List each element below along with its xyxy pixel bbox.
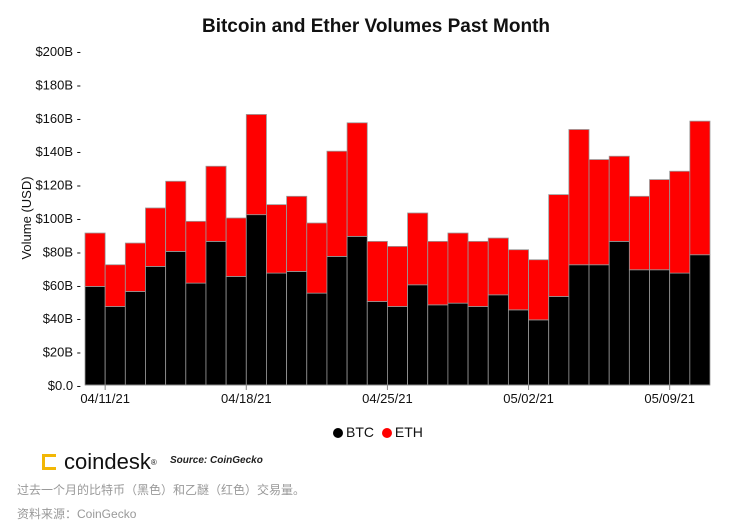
- bar-btc: [568, 264, 590, 386]
- x-tick-label: 05/02/21: [503, 391, 554, 406]
- bar-eth: [84, 232, 106, 287]
- bar-btc: [266, 272, 288, 386]
- bar-chart: $0.0 - $20B - $40B - $60B - $80B - $100B - $12…: [19, 44, 711, 406]
- bar-eth: [507, 249, 529, 311]
- bar-eth: [628, 195, 650, 271]
- bar-btc: [467, 306, 489, 386]
- bar-eth: [608, 155, 630, 242]
- y-tick-label: $180B -: [35, 77, 81, 92]
- bar-eth: [568, 129, 590, 266]
- bar-eth: [387, 245, 408, 307]
- bar-btc: [84, 286, 106, 386]
- bar-btc: [628, 269, 650, 386]
- bar-eth: [145, 207, 167, 267]
- bar-eth: [487, 237, 509, 296]
- bar-eth: [427, 240, 449, 306]
- bar-btc: [649, 269, 671, 386]
- x-tick-label: 04/25/21: [362, 391, 413, 406]
- coindesk-mark-icon: [42, 454, 56, 470]
- bar-btc: [689, 254, 711, 386]
- bar-btc: [528, 319, 550, 386]
- bar-eth: [366, 240, 388, 302]
- bar-btc: [588, 264, 610, 386]
- bar-eth: [548, 194, 570, 297]
- x-tick-label: 05/09/21: [644, 391, 695, 406]
- bar-btc: [245, 214, 267, 386]
- legend-btc-marker: [333, 428, 343, 438]
- source-note: Source: CoinGecko: [170, 455, 263, 466]
- coindesk-logo: coindesk ®: [42, 449, 157, 475]
- legend: BTC ETH: [333, 424, 423, 440]
- bar-btc: [427, 304, 449, 386]
- bar-eth: [205, 165, 227, 242]
- bar-eth: [245, 114, 267, 216]
- y-tick-label: $140B -: [35, 144, 81, 159]
- x-tick-label: 04/11/21: [80, 391, 130, 406]
- y-tick-label: $40B -: [43, 311, 81, 326]
- bar-eth: [689, 120, 711, 256]
- bar-eth: [528, 259, 550, 321]
- bar-eth: [346, 122, 368, 237]
- bar-btc: [225, 276, 247, 386]
- bar-eth: [266, 204, 288, 274]
- bar-btc: [487, 294, 509, 386]
- bar-eth: [165, 180, 187, 252]
- bar-eth: [669, 170, 691, 274]
- bar-btc: [104, 306, 126, 386]
- bar-eth: [306, 222, 328, 294]
- y-tick-label: $200B -: [35, 44, 81, 59]
- caption-source: 资料来源：CoinGecko: [17, 507, 137, 521]
- bar-eth: [326, 150, 348, 257]
- y-tick-label: $80B -: [43, 244, 81, 259]
- chart-title: Bitcoin and Ether Volumes Past Month: [201, 16, 550, 37]
- bar-btc: [326, 256, 348, 386]
- legend-eth-marker: [381, 428, 392, 438]
- bar-btc: [145, 266, 167, 386]
- caption: 过去一个月的比特币（黑色）和乙醚（红色）交易量。: [17, 483, 306, 497]
- bar-btc: [608, 240, 630, 386]
- bar-btc: [507, 309, 529, 386]
- bar-btc: [165, 250, 187, 386]
- bar-eth: [407, 212, 429, 286]
- bar-btc: [669, 272, 691, 386]
- legend-btc-label: BTC: [346, 424, 374, 440]
- bar-eth: [124, 242, 146, 292]
- y-tick-label: $100B -: [35, 211, 81, 226]
- y-tick-label: $120B -: [35, 178, 81, 193]
- bar-eth: [467, 240, 489, 307]
- bar-btc: [366, 301, 388, 386]
- bar-eth: [104, 264, 126, 307]
- bar-btc: [286, 271, 308, 386]
- bar-eth: [286, 195, 308, 272]
- y-tick-label: $0.0 -: [48, 378, 81, 393]
- bar-btc: [407, 284, 429, 386]
- y-tick-label: $60B -: [43, 278, 81, 293]
- bar-btc: [447, 302, 469, 386]
- bar-eth: [588, 159, 610, 266]
- logo-text: coindesk: [64, 449, 151, 474]
- bar-eth: [649, 179, 671, 271]
- y-axis-label: Volume (USD): [19, 176, 34, 259]
- bar-btc: [124, 291, 146, 386]
- bar-btc: [185, 282, 207, 386]
- bar-btc: [306, 292, 328, 386]
- x-tick-label: 04/18/21: [221, 391, 272, 406]
- y-tick-label: $160B -: [35, 111, 81, 126]
- bar-eth: [447, 232, 469, 304]
- bar-btc: [205, 240, 227, 386]
- legend-eth-label: ETH: [394, 424, 423, 440]
- bar-btc: [346, 235, 368, 386]
- bar-eth: [185, 220, 207, 284]
- bar-btc: [548, 296, 570, 386]
- y-tick-label: $20B -: [43, 345, 81, 360]
- bar-eth: [225, 217, 247, 277]
- bar-btc: [387, 306, 408, 386]
